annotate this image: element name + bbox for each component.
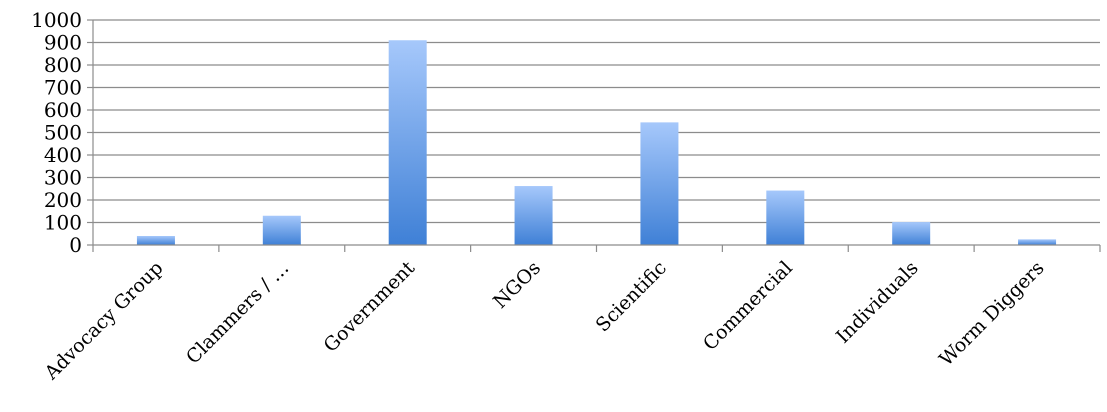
- y-tick-label: 700: [44, 76, 82, 100]
- x-category-label: Commercial: [699, 257, 797, 355]
- y-tick-label: 400: [44, 143, 82, 167]
- x-category-label: Individuals: [832, 257, 923, 348]
- y-tick-label: 300: [44, 166, 82, 190]
- bar-scientific: [640, 122, 679, 245]
- y-tick-label: 1000: [31, 8, 82, 32]
- axes: [92, 20, 1101, 252]
- x-category-label: NGOs: [489, 257, 545, 313]
- bar-ngos: [514, 186, 553, 245]
- y-tick-label: 100: [44, 211, 82, 235]
- bar-commercial: [766, 190, 805, 245]
- bar-individuals: [892, 222, 931, 245]
- y-tick-label: 900: [44, 31, 82, 55]
- y-tick-label: 200: [44, 188, 82, 212]
- y-tick-label: 600: [44, 98, 82, 122]
- y-tick-label: 500: [44, 121, 82, 145]
- x-category-labels: Advocacy Group Clammers / … Government NGOs…: [40, 257, 1049, 385]
- bar-clammers: [262, 215, 301, 245]
- grid-lines: [87, 19, 1100, 246]
- x-category-label: Advocacy Group: [40, 257, 168, 385]
- bar-government: [388, 40, 427, 245]
- x-category-label: Scientific: [592, 257, 671, 336]
- bar-advocacy-group: [136, 236, 175, 245]
- x-category-label: Clammers / …: [182, 257, 293, 368]
- y-tick-label: 0: [69, 233, 82, 257]
- y-tick-label: 800: [44, 53, 82, 77]
- x-category-label: Worm Diggers: [935, 257, 1049, 371]
- x-category-label: Government: [319, 257, 419, 357]
- bar-worm-diggers: [1018, 239, 1057, 245]
- bars: [136, 40, 1057, 245]
